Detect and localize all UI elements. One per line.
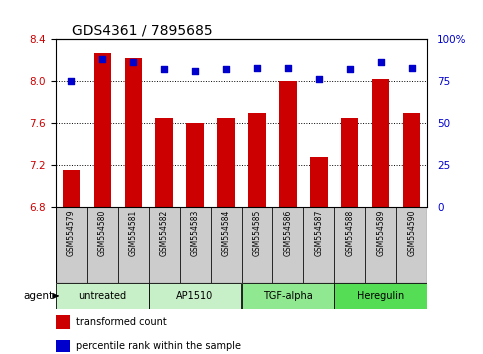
Text: GSM554580: GSM554580 bbox=[98, 209, 107, 256]
Bar bbox=[117, 207, 149, 283]
Text: GSM554590: GSM554590 bbox=[408, 209, 416, 256]
Text: TGF-alpha: TGF-alpha bbox=[263, 291, 313, 301]
Bar bbox=[397, 207, 427, 283]
Bar bbox=[56, 207, 86, 283]
Text: AP1510: AP1510 bbox=[176, 291, 213, 301]
Text: GSM554588: GSM554588 bbox=[345, 209, 355, 256]
Bar bbox=[156, 118, 172, 207]
Text: GSM554589: GSM554589 bbox=[376, 209, 385, 256]
Text: GSM554587: GSM554587 bbox=[314, 209, 324, 256]
Bar bbox=[149, 283, 242, 309]
Bar bbox=[186, 123, 203, 207]
Text: GSM554585: GSM554585 bbox=[253, 209, 261, 256]
Point bbox=[129, 59, 137, 65]
Text: GDS4361 / 7895685: GDS4361 / 7895685 bbox=[72, 23, 213, 37]
Bar bbox=[248, 113, 266, 207]
Bar bbox=[56, 315, 70, 329]
Text: GSM554581: GSM554581 bbox=[128, 209, 138, 256]
Bar bbox=[280, 81, 297, 207]
Bar bbox=[86, 207, 117, 283]
Point bbox=[377, 59, 385, 65]
Point bbox=[191, 68, 199, 74]
Text: Heregulin: Heregulin bbox=[357, 291, 405, 301]
Text: GSM554582: GSM554582 bbox=[159, 209, 169, 256]
Point bbox=[315, 76, 323, 82]
Bar bbox=[272, 207, 303, 283]
Point bbox=[284, 65, 292, 70]
Bar bbox=[334, 283, 427, 309]
Text: untreated: untreated bbox=[78, 291, 126, 301]
Point bbox=[67, 78, 75, 84]
Text: agent: agent bbox=[23, 291, 53, 301]
Bar bbox=[94, 53, 111, 207]
Point bbox=[160, 67, 168, 72]
Text: GSM554579: GSM554579 bbox=[67, 209, 75, 256]
Point bbox=[408, 65, 416, 70]
Bar bbox=[372, 79, 389, 207]
Bar bbox=[242, 283, 334, 309]
Bar bbox=[303, 207, 334, 283]
Bar bbox=[217, 118, 235, 207]
Bar bbox=[242, 207, 272, 283]
Point bbox=[98, 56, 106, 62]
Bar bbox=[366, 207, 397, 283]
Text: transformed count: transformed count bbox=[76, 318, 167, 327]
Bar bbox=[211, 207, 242, 283]
Bar bbox=[56, 283, 149, 309]
Bar bbox=[334, 207, 366, 283]
Bar bbox=[125, 58, 142, 207]
Bar bbox=[180, 207, 211, 283]
Point bbox=[346, 67, 354, 72]
Text: GSM554583: GSM554583 bbox=[190, 209, 199, 256]
Text: percentile rank within the sample: percentile rank within the sample bbox=[76, 341, 241, 350]
Text: GSM554586: GSM554586 bbox=[284, 209, 293, 256]
Point bbox=[222, 67, 230, 72]
Bar bbox=[56, 339, 70, 353]
Text: GSM554584: GSM554584 bbox=[222, 209, 230, 256]
Bar bbox=[149, 207, 180, 283]
Bar bbox=[62, 170, 80, 207]
Bar bbox=[311, 156, 327, 207]
Bar bbox=[403, 113, 421, 207]
Bar bbox=[341, 118, 358, 207]
Point bbox=[253, 65, 261, 70]
